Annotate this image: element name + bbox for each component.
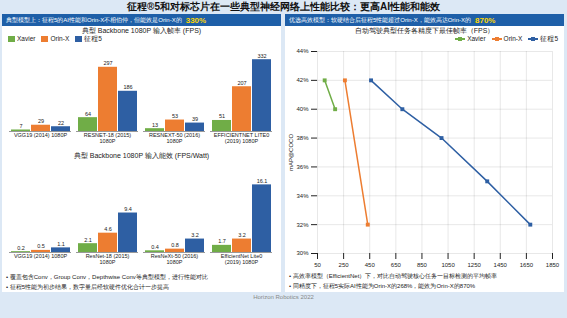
svg-text:450: 450 [365,262,376,268]
svg-text:332: 332 [257,53,266,59]
svg-text:22: 22 [58,120,64,126]
svg-text:13: 13 [152,122,158,128]
svg-text:297: 297 [103,60,112,66]
html-text:Horizon Robotics 2022: Horizon Robotics 2022 [253,294,314,300]
svg-text:40%: 40% [296,106,309,112]
svg-text:0.5: 0.5 [37,243,45,249]
html-text:• 同精度下，征程5实际AI性能为Orin-X的268%，能: • 同精度下，征程5实际AI性能为Orin-X的268%，能效为Orin-X的8… [289,283,476,289]
svg-text:VGG19 (2014) 1080P: VGG19 (2014) 1080P [14,132,68,138]
svg-text:186: 186 [123,84,132,90]
html-text:典型 Backbone 1080P 输入能效 (FPS/Wa: 典型 Backbone 1080P 输入能效 (FPS/Watt) [73,152,210,159]
svg-text:44%: 44% [296,48,309,54]
svg-text:EfficientNet Lite0(2019) 1080P: EfficientNet Lite0(2019) 1080P [221,253,262,265]
svg-text:0.8: 0.8 [171,242,179,248]
svg-text:39: 39 [192,116,198,122]
svg-text:36%: 36% [296,164,309,170]
svg-text:RESNET-18 (2015)1080P: RESNET-18 (2015)1080P [84,132,132,144]
svg-text:34%: 34% [296,193,309,199]
html-text:自动驾驶典型任务各精度下最佳帧率（FPS）: 自动驾驶典型任务各精度下最佳帧率（FPS） [354,27,495,34]
svg-text:50: 50 [314,262,321,268]
svg-text:51: 51 [219,113,225,119]
svg-text:38%: 38% [296,135,309,141]
svg-text:9.4: 9.4 [124,206,132,212]
svg-text:RESNEXT-50 (2016)1080P: RESNEXT-50 (2016)1080P [149,132,200,144]
svg-text:ResNeXt-50 (2016)1080P: ResNeXt-50 (2016)1080P [151,253,199,265]
svg-text:2.1: 2.1 [84,237,92,243]
svg-text:3.2: 3.2 [191,232,199,238]
svg-text:1.1: 1.1 [57,241,65,247]
html-text:Xavier: Xavier [17,35,36,42]
svg-text:VGG19 (2014) 1080P: VGG19 (2014) 1080P [14,253,68,259]
html-text:征程®5和对标芯片在一些典型神经网络上性能比较：更高AI性能: 征程®5和对标芯片在一些典型神经网络上性能比较：更高AI性能和能效 [127,1,440,12]
svg-text:32%: 32% [296,222,309,228]
svg-text:7: 7 [19,123,22,129]
svg-text:1250: 1250 [467,262,481,268]
html-text:Orin-X: Orin-X [503,35,523,42]
svg-text:53: 53 [172,113,178,119]
svg-text:mAP@COCO: mAP@COCO [288,134,294,171]
svg-text:0.4: 0.4 [151,244,159,250]
html-text:870%: 870% [475,15,496,25]
svg-text:1650: 1650 [520,262,534,268]
svg-text:30%: 30% [296,250,309,256]
svg-text:0.2: 0.2 [17,245,25,251]
svg-text:16.1: 16.1 [257,178,268,184]
svg-text:1850: 1850 [546,262,560,268]
svg-text:29: 29 [38,118,44,124]
svg-text:4.6: 4.6 [104,226,112,232]
svg-text:650: 650 [391,262,402,268]
svg-text:1.7: 1.7 [218,238,226,244]
svg-text:ResNet-18 (2015)1080P: ResNet-18 (2015)1080P [86,253,130,265]
svg-text:3.2: 3.2 [238,232,246,238]
svg-text:207: 207 [237,80,246,86]
html-text:典型模型上：征程5的AI性能和Orin-X不相伯仲，但能效是: 典型模型上：征程5的AI性能和Orin-X不相伯仲，但能效是Orin-X的 33… [6,15,207,25]
svg-text:1050: 1050 [441,262,455,268]
html-text:典型 Backbone 1080P 输入帧率 (FPS): 典型 Backbone 1080P 输入帧率 (FPS) [81,27,202,34]
html-text:Xavier: Xavier [467,35,486,42]
html-text:• 征程5性能为初步结果，数字量后经软硬件优化合计一步提高: • 征程5性能为初步结果，数字量后经软硬件优化合计一步提高 [6,284,170,290]
svg-text:EFFICIENTNET LITE0(2019) 1080P: EFFICIENTNET LITE0(2019) 1080P [214,132,270,144]
html-text:征程5: 征程5 [540,35,558,42]
html-text:Orin-X: Orin-X [50,35,70,42]
svg-text:64: 64 [85,111,91,117]
html-text:优选高效模型：软硬结合后征程5性能超过Orin-X，能效高达: 优选高效模型：软硬结合后征程5性能超过Orin-X，能效高达Orin-X的 [289,16,471,23]
html-text:• 覆盖包含Conv，Group Conv，Depthwis: • 覆盖包含Conv，Group Conv，Depthwise Conv等典型模… [6,274,208,280]
svg-text:850: 850 [417,262,428,268]
html-text:• 高效率模型（EfficientNet）下，对比自动驾驶核: • 高效率模型（EfficientNet）下，对比自动驾驶核心任务一目标检测的平… [289,273,498,279]
svg-text:1450: 1450 [494,262,508,268]
html-text:征程5: 征程5 [84,35,102,42]
svg-text:42%: 42% [296,77,309,83]
svg-text:250: 250 [339,262,350,268]
